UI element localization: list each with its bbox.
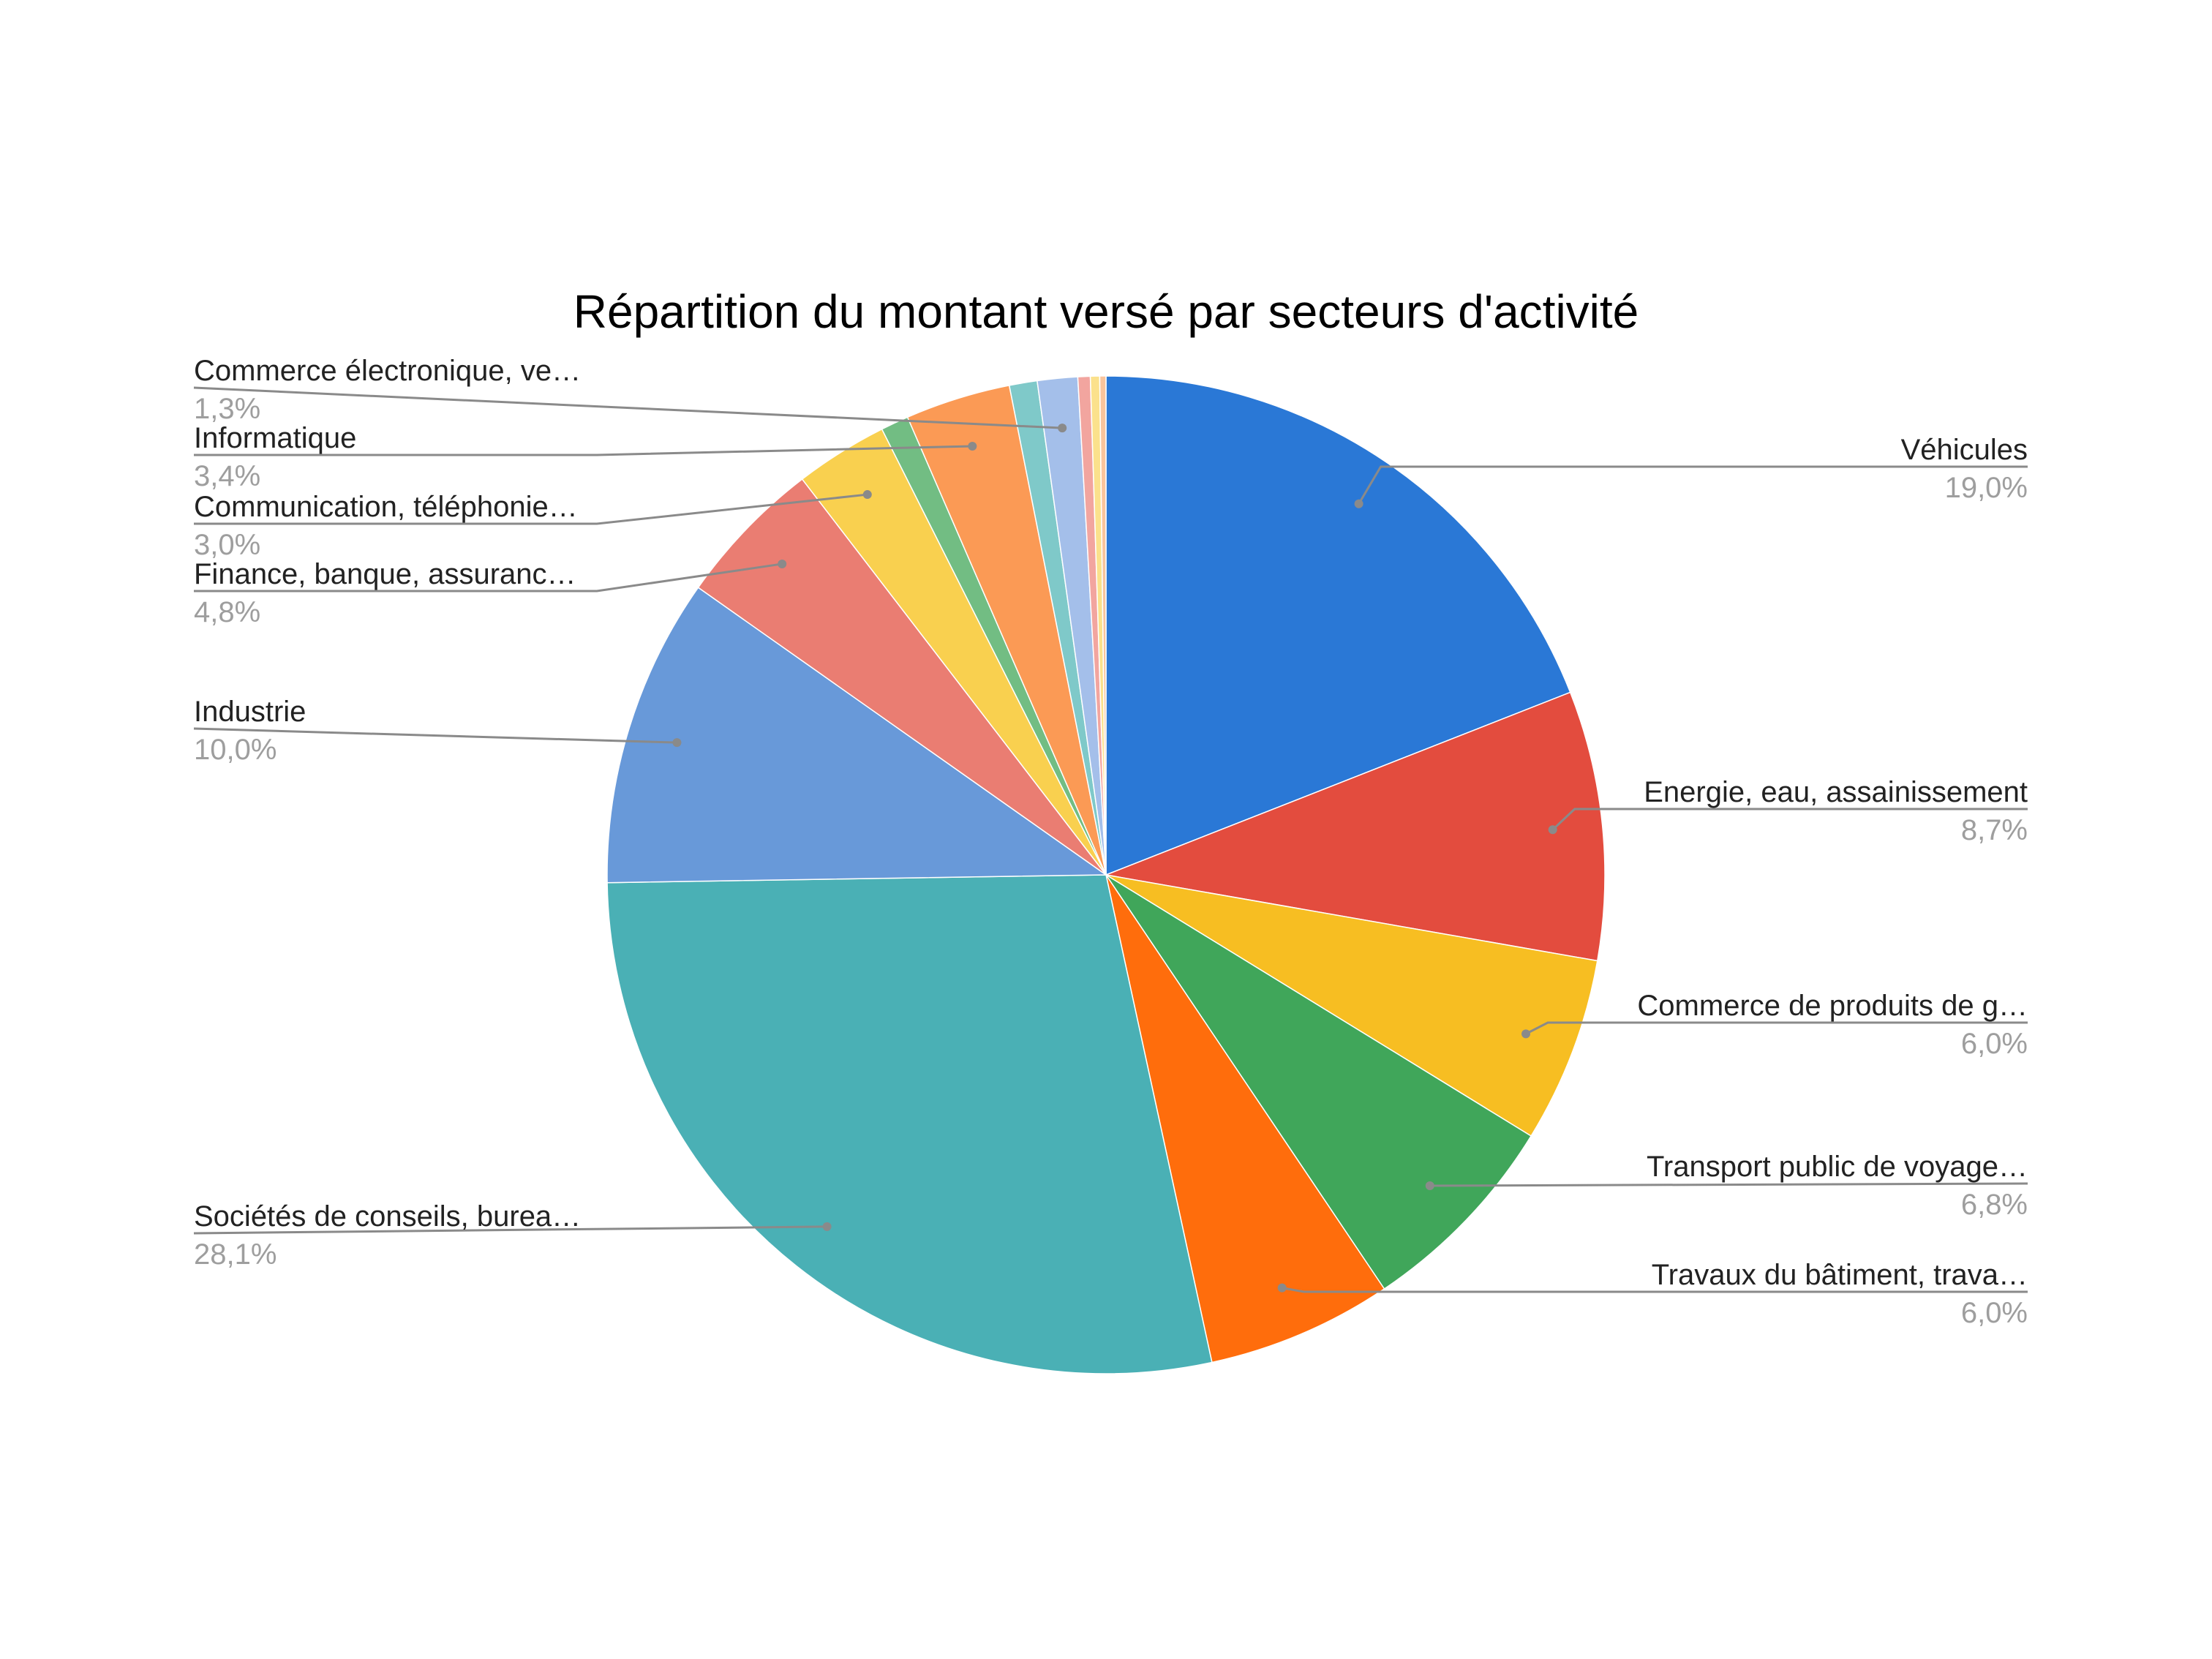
slice-label: Véhicules [1901, 434, 2028, 466]
slice-energie-eau-assainissement[interactable] [1104, 691, 1606, 962]
slice-percentage: 8,7% [1961, 814, 2028, 846]
slice-label: Communication, téléphonie… [194, 491, 578, 523]
slice-percentage: 6,0% [1961, 1297, 2028, 1329]
slice-label: Commerce de produits de g… [1637, 990, 2028, 1022]
slice-label: Finance, banque, assuranc… [194, 558, 576, 590]
chart-title: Répartition du montant versé par secteur… [573, 285, 1639, 338]
slice-percentage: 10,0% [194, 734, 276, 766]
slice-travaux-du-batiment-trava[interactable] [1105, 874, 1385, 1363]
slice-percentage: 3,4% [194, 460, 260, 492]
leader-line [193, 386, 1063, 429]
slice-vehicules[interactable] [1105, 375, 1571, 876]
slice-percentage: 4,8% [194, 596, 260, 628]
leader-line [193, 1225, 827, 1235]
slice-industrie[interactable] [606, 587, 1108, 884]
slice-percentage: 6,0% [1961, 1028, 2028, 1060]
slice-transport-public-de-voyage[interactable] [1105, 874, 1532, 1290]
leader-line [194, 445, 973, 456]
leader-line [1525, 1021, 2028, 1035]
slice-label: Commerce électronique, ve… [194, 355, 581, 387]
slice-label: Energie, eau, assainissement [1644, 776, 2028, 808]
slice-label: Transport public de voyage… [1647, 1151, 2028, 1183]
leader-line [194, 493, 868, 525]
slice-societes-de-conseils-burea[interactable] [606, 874, 1213, 1374]
leader-line [1551, 808, 2028, 831]
slice-percentage: 28,1% [194, 1238, 276, 1271]
slice-labels: Véhicules 19,0% Energie, eau, assainisseme… [193, 355, 2028, 1329]
slice-label: Travaux du bâtiment, trava… [1652, 1259, 2028, 1291]
slice-percentage: 3,0% [194, 529, 260, 561]
slice-percentage: 19,0% [1945, 472, 2028, 504]
pie-slices [606, 375, 1606, 1374]
slice-commerce-de-produits-de-g[interactable] [1105, 874, 1598, 1137]
leader-line [1358, 465, 2028, 505]
slice-label: Industrie [194, 696, 306, 728]
leader-line [194, 563, 783, 592]
slice-percentage: 6,8% [1961, 1189, 2028, 1221]
slice-label: Sociétés de conseils, burea… [194, 1200, 581, 1233]
leader-line [1282, 1287, 2028, 1293]
leader-line [193, 727, 677, 744]
leader-line [1429, 1182, 2028, 1187]
slice-percentage: 1,3% [194, 393, 260, 425]
slice-label: Informatique [194, 422, 356, 454]
slice-small-15[interactable] [1099, 375, 1107, 876]
slice-finance-banque-assuranc[interactable] [697, 478, 1107, 876]
